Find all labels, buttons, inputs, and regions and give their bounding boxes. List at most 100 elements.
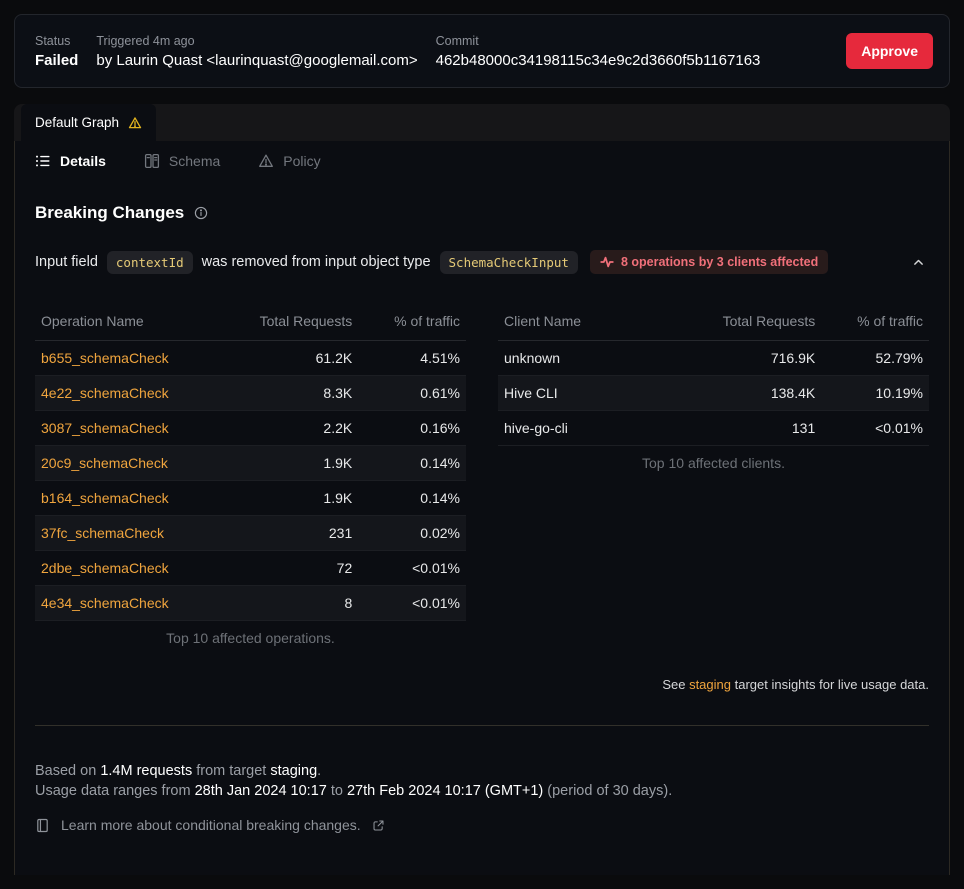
table-cell: 37fc_schemaCheck (35, 515, 229, 551)
table-cell: 8 (228, 585, 359, 621)
table-cell: 138.4K (691, 375, 822, 411)
table-row: b164_schemaCheck 1.9K 0.14% (35, 480, 466, 516)
text-segment: . (317, 763, 322, 779)
learn-more-label: Learn more about conditional breaking ch… (61, 817, 361, 833)
text-segment: 28th Jan 2024 10:17 (194, 783, 327, 799)
table-cell: <0.01% (358, 585, 466, 621)
operation-link[interactable]: 2dbe_schemaCheck (41, 560, 169, 576)
clients-table: Client Name Total Requests% of traffic unk… (498, 304, 929, 446)
operation-link[interactable]: 20c9_schemaCheck (41, 455, 168, 471)
text-segment: staging (270, 763, 318, 779)
section-divider (35, 725, 929, 726)
type-name-code: SchemaCheckInput (439, 250, 578, 274)
breaking-changes-header: Breaking Changes (35, 203, 929, 223)
check-status-card: Status Failed Triggered 4m ago by Laurin… (14, 14, 950, 88)
table-cell: Hive CLI (498, 375, 692, 411)
affected-badge: 8 operations by 3 clients affected (589, 250, 829, 274)
operation-link[interactable]: b164_schemaCheck (41, 490, 169, 506)
triggered-by: by Laurin Quast <laurinquast@googlemail.… (96, 51, 418, 69)
column-header: Operation Name (35, 304, 229, 341)
tab-details[interactable]: Details (35, 153, 106, 169)
field-name-code: contextId (106, 250, 193, 274)
details-content: Breaking Changes Input field contextId w… (15, 203, 949, 838)
text-segment: from target (192, 763, 271, 779)
table-cell: 3087_schemaCheck (35, 410, 229, 446)
tab-policy[interactable]: Policy (258, 153, 321, 169)
table-cell: 0.14% (358, 480, 466, 516)
based-on-line: Based on 1.4M requests from target stagi… (35, 761, 929, 781)
graph-tab-label: Default Graph (35, 115, 120, 130)
operation-link[interactable]: 3087_schemaCheck (41, 420, 169, 436)
commit-hash: 462b48000c34198115c34e9c2d3660f5b1167163 (435, 51, 761, 69)
pulse-icon (600, 255, 614, 269)
check-panel: Details Schema Policy Breaking Chang (14, 141, 950, 875)
text-segment: 27th Feb 2024 10:17 (GMT+1) (346, 783, 544, 799)
table-header-row: Operation Name Total Requests% of traffic (35, 304, 466, 341)
usage-summary: Based on 1.4M requests from target stagi… (35, 761, 929, 801)
table-cell: hive-go-cli (498, 410, 692, 446)
warning-icon (128, 116, 142, 130)
affected-tables: Operation Name Total Requests% of traffic… (35, 304, 929, 646)
collapse-chevron-icon[interactable] (908, 252, 929, 273)
column-header: Total Requests (691, 304, 822, 341)
table-cell: 52.79% (821, 340, 929, 376)
column-header: % of traffic (358, 304, 466, 341)
tab-schema[interactable]: Schema (144, 153, 220, 169)
table-row: hive-go-cli 131 <0.01% (498, 410, 929, 446)
table-row: 3087_schemaCheck 2.2K 0.16% (35, 410, 466, 446)
table-row: 4e22_schemaCheck 8.3K 0.61% (35, 375, 466, 411)
text-segment: target insights for live usage data. (730, 677, 929, 692)
table-cell: 1.9K (228, 480, 359, 516)
table-cell: 716.9K (691, 340, 822, 376)
operation-link[interactable]: 4e22_schemaCheck (41, 385, 169, 401)
table-cell: b164_schemaCheck (35, 480, 229, 516)
learn-more-link[interactable]: Learn more about conditional breaking ch… (35, 817, 385, 833)
table-cell: 4e34_schemaCheck (35, 585, 229, 621)
text-segment: Usage data ranges from (35, 783, 195, 799)
affected-badge-label: 8 operations by 3 clients affected (620, 255, 819, 269)
text-segment: (period of 30 days). (543, 783, 673, 799)
table-cell: 4.51% (358, 340, 466, 376)
clients-caption: Top 10 affected clients. (642, 455, 785, 471)
table-header-row: Client Name Total Requests% of traffic (498, 304, 929, 341)
tab-details-label: Details (60, 153, 106, 169)
commit-column: Commit 462b48000c34198115c34e9c2d3660f5b… (436, 34, 761, 69)
table-cell: 0.16% (358, 410, 466, 446)
insights-note: See staging target insights for live usa… (35, 677, 929, 692)
staging-insights-link[interactable]: staging (689, 677, 731, 692)
table-cell: <0.01% (358, 550, 466, 586)
triggered-column: Triggered 4m ago by Laurin Quast <laurin… (96, 34, 417, 69)
table-cell: 2.2K (228, 410, 359, 446)
table-row: 2dbe_schemaCheck 72 <0.01% (35, 550, 466, 586)
table-cell: 72 (228, 550, 359, 586)
subtab-bar: Details Schema Policy (15, 141, 949, 179)
table-cell: <0.01% (821, 410, 929, 446)
tab-policy-label: Policy (283, 153, 321, 169)
change-text-middle: was removed from input object type (201, 254, 431, 270)
table-cell: 10.19% (821, 375, 929, 411)
triggered-label: Triggered 4m ago (96, 33, 195, 48)
info-icon[interactable] (194, 206, 208, 220)
change-text-prefix: Input field (35, 254, 98, 270)
external-link-icon (372, 819, 385, 832)
approve-button[interactable]: Approve (846, 33, 933, 69)
text-segment: to (326, 783, 347, 799)
table-row: unknown 716.9K 52.79% (498, 340, 929, 376)
operation-link[interactable]: 37fc_schemaCheck (41, 525, 164, 541)
tab-schema-label: Schema (168, 153, 221, 169)
text-segment: Based on (35, 763, 101, 779)
operations-column: Operation Name Total Requests% of traffic… (35, 304, 466, 646)
table-cell: 8.3K (228, 375, 359, 411)
usage-range-line: Usage data ranges from 28th Jan 2024 10:… (35, 781, 929, 801)
table-cell: 20c9_schemaCheck (35, 445, 229, 481)
policy-warning-icon (258, 153, 274, 169)
table-cell: 61.2K (228, 340, 359, 376)
table-row: 37fc_schemaCheck 231 0.02% (35, 515, 466, 551)
text-segment: 1.4M requests (100, 763, 193, 779)
operation-link[interactable]: b655_schemaCheck (41, 350, 169, 366)
commit-label: Commit (435, 33, 479, 48)
tab-default-graph[interactable]: Default Graph (21, 104, 157, 141)
status-value: Failed (35, 51, 79, 69)
table-cell: 0.02% (358, 515, 466, 551)
operation-link[interactable]: 4e34_schemaCheck (41, 595, 169, 611)
